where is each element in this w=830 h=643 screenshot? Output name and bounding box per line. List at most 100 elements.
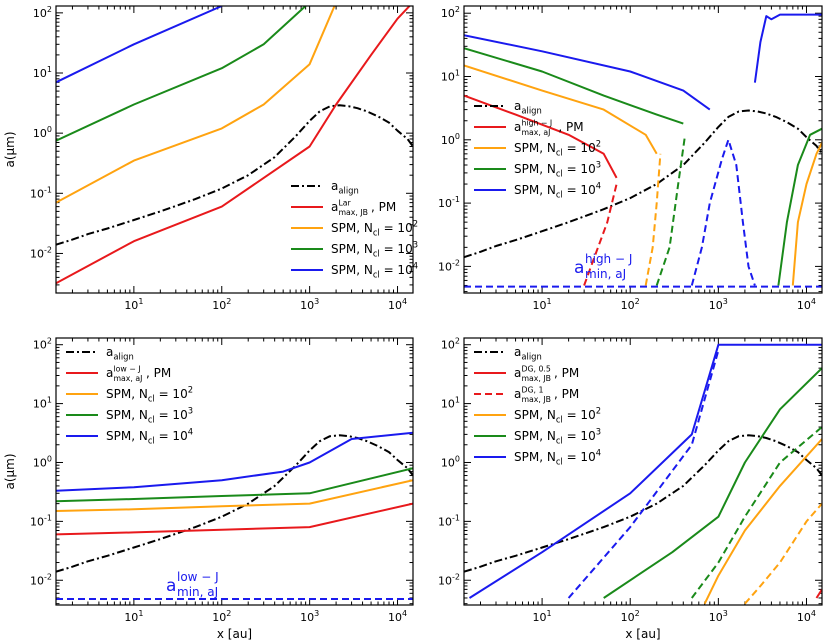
legend-label: SPM, Ncl = 103 bbox=[514, 427, 601, 446]
y-tick-label: 101 bbox=[33, 396, 52, 411]
legend: aalign aDG, 0.5 max, JB, PM aDG, 1 max, JB, … bbox=[474, 345, 601, 467]
series-group bbox=[56, 6, 413, 285]
y-tick-label: 102 bbox=[33, 5, 52, 20]
y-axis-label: a(μm) bbox=[3, 131, 17, 167]
series-group bbox=[56, 431, 413, 600]
series-line-11 bbox=[753, 13, 822, 83]
legend-label: SPM, Ncl = 104 bbox=[331, 261, 418, 280]
series-line-1 bbox=[56, 6, 411, 285]
series-group bbox=[464, 13, 822, 288]
y-axis-label: a(μm) bbox=[3, 453, 17, 489]
series-line-4 bbox=[56, 431, 413, 492]
y-tick-label: 100 bbox=[33, 454, 52, 469]
x-tick-label: 102 bbox=[621, 609, 640, 624]
series-line-5 bbox=[791, 142, 822, 286]
plot-frame bbox=[463, 337, 823, 606]
panel-bottom-left: 101 102 103 104 10-2 10-1 100 101 102 aalign alow … bbox=[3, 337, 414, 641]
series-line-4 bbox=[744, 502, 822, 605]
y-tick-label: 10-1 bbox=[438, 513, 460, 528]
y-tick-label: 100 bbox=[441, 454, 460, 469]
y-tick-label: 101 bbox=[441, 69, 460, 84]
legend-label: SPM, Ncl = 104 bbox=[514, 448, 601, 467]
x-tick-label: 101 bbox=[533, 297, 552, 312]
series-line-6 bbox=[690, 426, 822, 599]
series-line-9 bbox=[464, 34, 711, 111]
panel-top-left: 101 102 103 104 10-2 10-1 100 101 102 aalign aLar m… bbox=[3, 5, 418, 312]
series-line-3 bbox=[56, 467, 413, 503]
series-line-3 bbox=[464, 64, 658, 155]
x-tick-label: 101 bbox=[533, 609, 552, 624]
x-tick-label: 103 bbox=[709, 609, 728, 624]
series-line-6 bbox=[464, 47, 684, 125]
series-line-4 bbox=[644, 153, 662, 286]
x-tick-label: 104 bbox=[797, 297, 816, 312]
series-line-7 bbox=[468, 343, 822, 599]
x-tick-label: 104 bbox=[388, 297, 407, 312]
legend-label: SPM, Ncl = 104 bbox=[514, 181, 601, 200]
series-line-5 bbox=[603, 367, 822, 599]
legend-label: SPM, Ncl = 102 bbox=[514, 406, 601, 425]
y-tick-label: 101 bbox=[441, 396, 460, 411]
series-line-8 bbox=[777, 127, 822, 286]
y-tick-label: 10-2 bbox=[438, 258, 460, 273]
x-tick-label: 104 bbox=[388, 609, 407, 624]
legend-label: SPM, Ncl = 103 bbox=[514, 160, 601, 179]
x-axis-label: x [au] bbox=[625, 627, 660, 641]
y-tick-label: 10-2 bbox=[30, 572, 52, 587]
series-line-2 bbox=[56, 6, 336, 204]
x-axis-label: x [au] bbox=[217, 627, 252, 641]
series-line-2 bbox=[56, 479, 413, 512]
series-line-1 bbox=[56, 502, 413, 536]
y-tick-label: 10-1 bbox=[30, 185, 52, 200]
series-line-2 bbox=[583, 183, 618, 286]
series-group bbox=[464, 343, 822, 605]
legend-label: aalign bbox=[106, 345, 134, 362]
x-tick-label: 102 bbox=[621, 297, 640, 312]
legend-label: SPM, Ncl = 104 bbox=[106, 427, 193, 446]
panel-bottom-right: 101 102 103 104 10-2 10-1 100 101 102 aalign aDG, … bbox=[438, 337, 823, 641]
axis-ticks: 101 102 103 104 10-2 10-1 100 101 102 bbox=[30, 337, 413, 624]
series-line-1 bbox=[464, 94, 618, 179]
series-line-0 bbox=[464, 109, 822, 259]
plot-frame bbox=[463, 5, 823, 294]
y-tick-label: 10-2 bbox=[30, 245, 52, 260]
legend-label: SPM, Ncl = 102 bbox=[331, 219, 418, 238]
series-line-3 bbox=[56, 6, 308, 142]
x-tick-label: 103 bbox=[300, 609, 319, 624]
plot-frame bbox=[55, 337, 414, 606]
x-tick-label: 101 bbox=[124, 297, 143, 312]
y-tick-label: 101 bbox=[33, 65, 52, 80]
legend-label: aLar max, JB, PM bbox=[331, 199, 396, 218]
legend-label: SPM, Ncl = 102 bbox=[106, 385, 193, 404]
y-tick-label: 102 bbox=[441, 337, 460, 352]
panel-top-right: 101 102 103 104 10-2 10-1 100 101 102 aalign ahigh… bbox=[438, 5, 823, 312]
x-tick-label: 101 bbox=[124, 609, 143, 624]
legend-label: aalign bbox=[514, 345, 542, 362]
y-tick-label: 100 bbox=[33, 125, 52, 140]
legend-label: aalign bbox=[331, 179, 359, 196]
x-tick-label: 103 bbox=[709, 297, 728, 312]
y-tick-label: 10-2 bbox=[438, 572, 460, 587]
x-tick-label: 104 bbox=[797, 609, 816, 624]
series-line-3 bbox=[703, 438, 822, 605]
series-line-8 bbox=[567, 350, 720, 599]
series-line-0 bbox=[56, 434, 413, 573]
series-line-7 bbox=[655, 134, 687, 286]
legend-label: aDG, 1 max, JB, PM bbox=[514, 386, 579, 405]
legend-label: SPM, Ncl = 103 bbox=[106, 406, 193, 425]
legend-label: aDG, 0.5 max, JB, PM bbox=[514, 365, 579, 384]
legend-label: SPM, Ncl = 102 bbox=[514, 139, 601, 158]
series-line-1 bbox=[815, 588, 822, 599]
x-tick-label: 102 bbox=[212, 297, 231, 312]
y-tick-label: 102 bbox=[441, 5, 460, 20]
x-tick-label: 103 bbox=[300, 297, 319, 312]
x-tick-label: 102 bbox=[212, 609, 231, 624]
